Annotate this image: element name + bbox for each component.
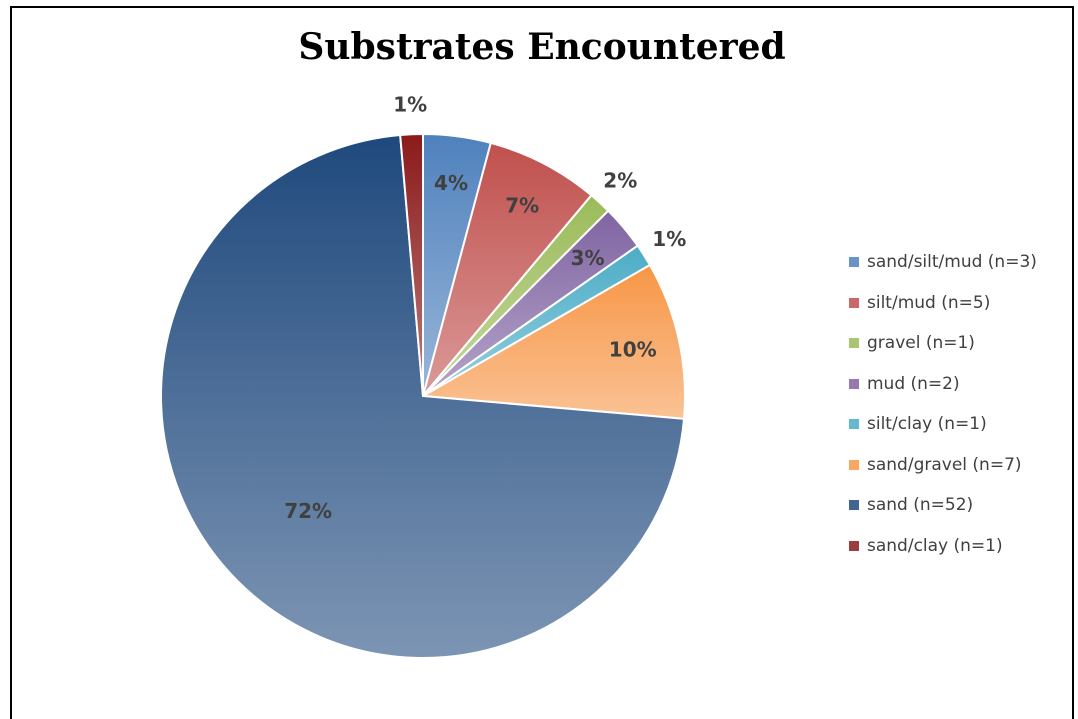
legend-swatch: [849, 540, 859, 551]
data-label-gravel: 2%: [603, 169, 637, 193]
legend-label: gravel (n=1): [867, 333, 975, 354]
data-label-sand-silt-mud: 4%: [434, 171, 468, 195]
data-label-silt-clay: 1%: [652, 227, 686, 251]
legend-label: sand (n=52): [867, 495, 974, 516]
data-label-sand-gravel: 10%: [609, 338, 657, 362]
legend-swatch: [849, 459, 859, 470]
legend-item-silt-mud: silt/mud (n=5): [849, 283, 1037, 324]
pie-slice-sand-gravel: [419, 263, 686, 420]
legend-label: silt/mud (n=5): [867, 292, 991, 313]
legend-swatch: [849, 500, 859, 511]
pie-slice-sand-clay: [399, 132, 424, 397]
legend-label: sand/silt/mud (n=3): [867, 252, 1037, 273]
chart-title: Substrates Encountered: [298, 26, 786, 68]
legend-label: silt/clay (n=1): [867, 414, 987, 435]
legend-item-sand-silt-mud: sand/silt/mud (n=3): [849, 242, 1037, 283]
legend-label: mud (n=2): [867, 373, 960, 394]
legend-label: sand/clay (n=1): [867, 535, 1003, 556]
legend-item-mud: mud (n=2): [849, 364, 1037, 405]
data-label-silt-mud: 7%: [505, 193, 539, 217]
legend-item-gravel: gravel (n=1): [849, 323, 1037, 364]
legend-swatch: [849, 419, 859, 430]
data-label-sand: 72%: [284, 499, 332, 523]
data-label-sand-clay: 1%: [393, 92, 427, 116]
pie-slice-silt-mud: [422, 141, 593, 397]
legend-item-sand-clay: sand/clay (n=1): [849, 526, 1037, 567]
legend-item-sand: sand (n=52): [849, 485, 1037, 526]
legend-swatch: [849, 257, 859, 268]
data-label-mud: 3%: [571, 246, 605, 270]
legend-item-sand-gravel: sand/gravel (n=7): [849, 445, 1037, 486]
legend-swatch: [849, 378, 859, 389]
legend-swatch: [849, 297, 859, 308]
legend-label: sand/gravel (n=7): [867, 454, 1022, 475]
legend-swatch: [849, 338, 859, 349]
legend-item-silt-clay: silt/clay (n=1): [849, 404, 1037, 445]
legend: sand/silt/mud (n=3) silt/mud (n=5) gravel …: [849, 242, 1037, 566]
pie-slice-sand: [160, 133, 686, 659]
